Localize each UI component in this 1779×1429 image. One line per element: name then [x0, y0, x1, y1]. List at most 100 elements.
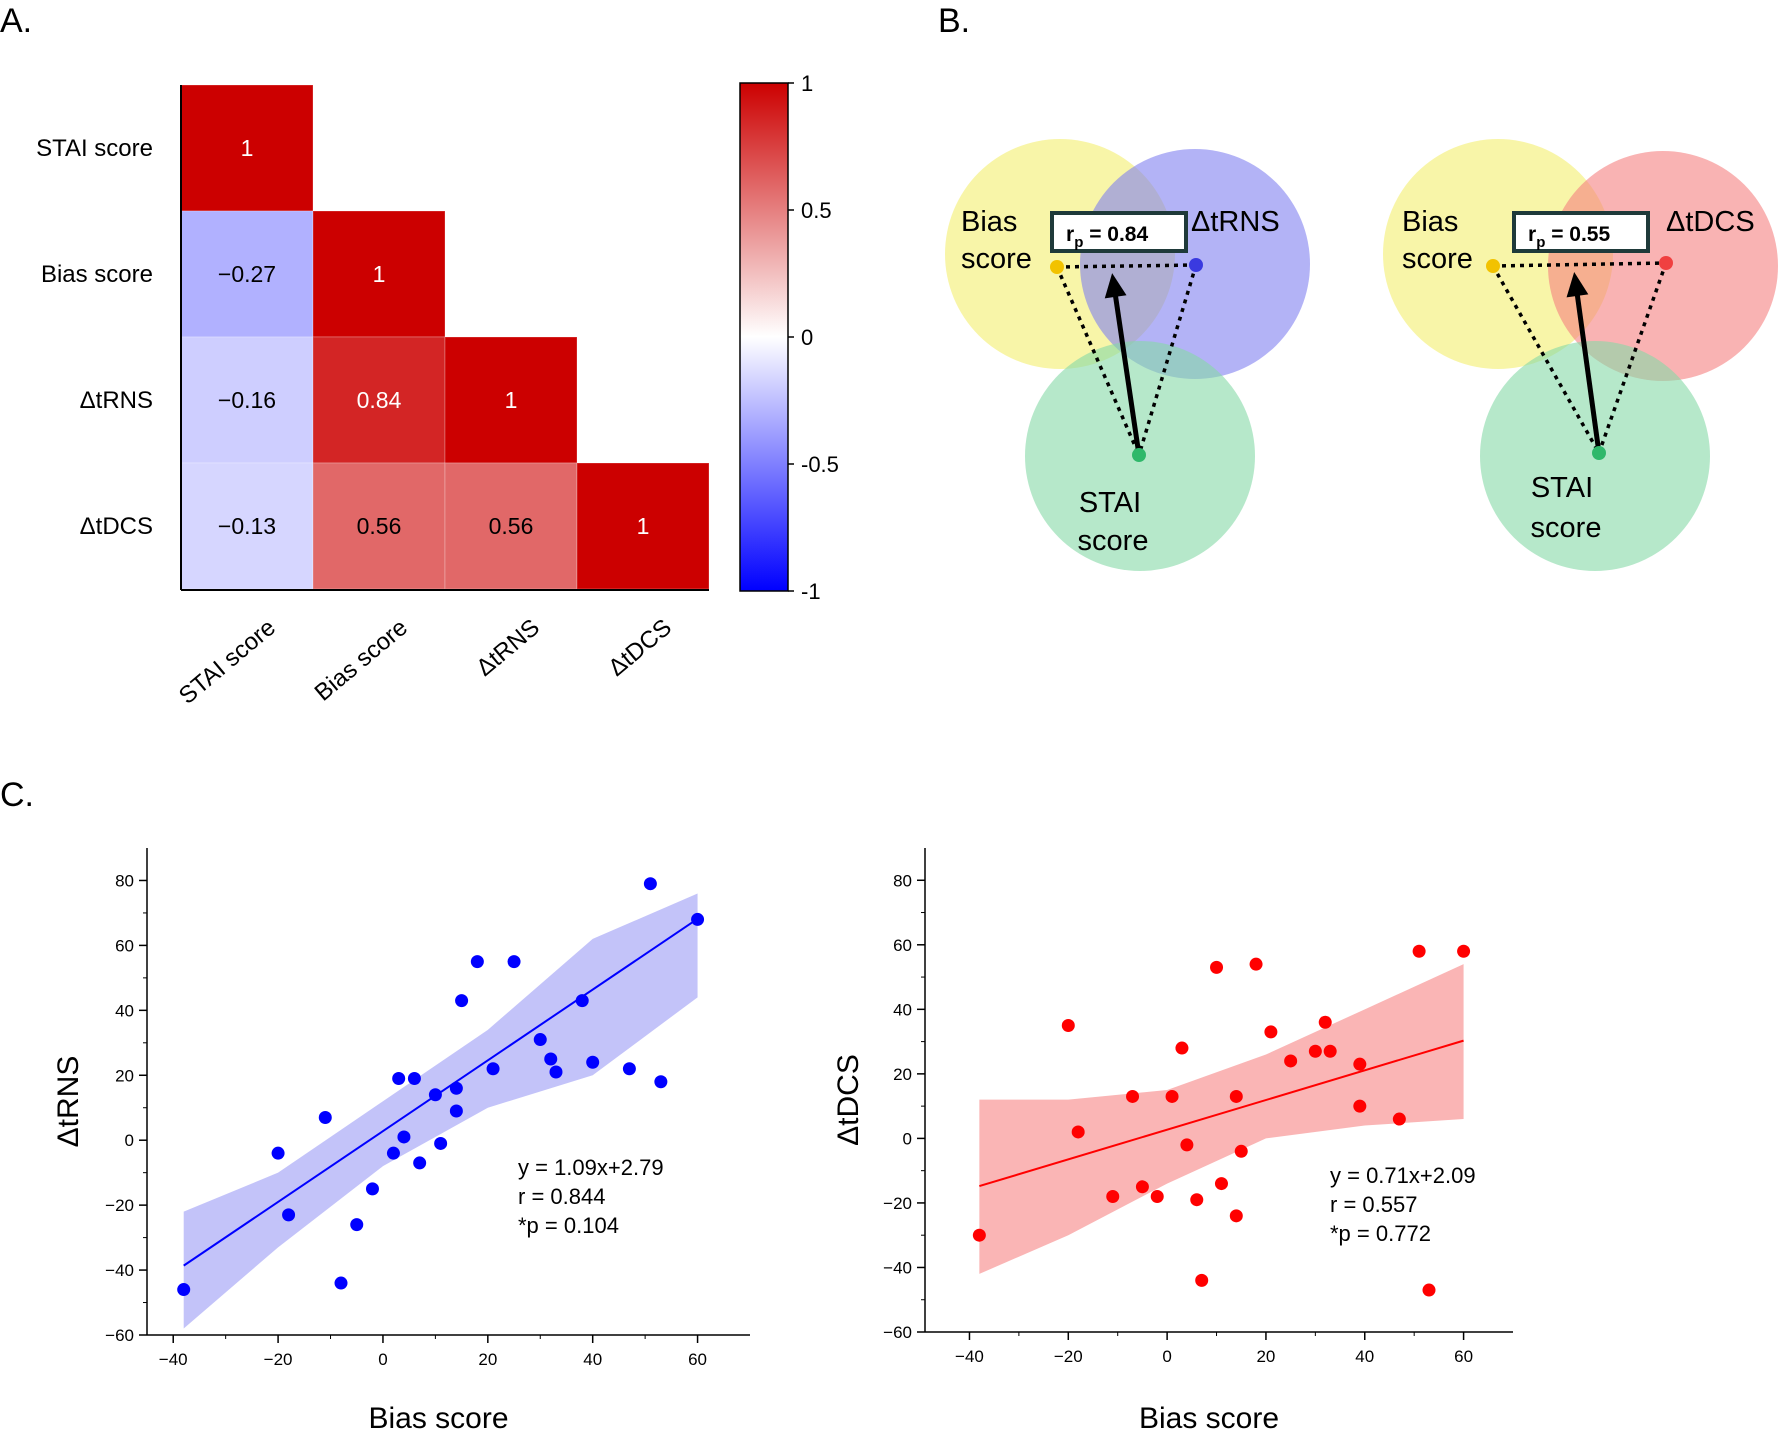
y-tick-label: 80 — [115, 871, 134, 890]
data-point — [1214, 1177, 1228, 1191]
x-tick-label: −40 — [159, 1350, 188, 1369]
data-point — [622, 1062, 636, 1076]
data-point — [271, 1146, 285, 1160]
venn-circle-bias — [1383, 139, 1613, 369]
heatmap-cells: 1 −0.27 1 −0.16 0.84 1 −0.13 0.56 0.56 1 — [180, 84, 710, 590]
data-point — [1210, 960, 1224, 974]
venn-label-stai: STAI — [1531, 472, 1593, 504]
x-tick-label: 60 — [688, 1350, 707, 1369]
heatmap-col-labels: STAI score Bias score ΔtRNS ΔtDCS — [174, 614, 677, 710]
data-point — [449, 1081, 463, 1095]
y-tick-label: −60 — [883, 1323, 912, 1342]
heatmap-row-label: Bias score — [41, 261, 153, 288]
data-point — [397, 1130, 411, 1144]
data-point — [1234, 1144, 1248, 1158]
r-subscript: p — [1074, 234, 1083, 251]
data-point — [428, 1088, 442, 1102]
panel-label-b: B. — [938, 2, 970, 40]
x-tick-label: −20 — [264, 1350, 293, 1369]
data-point — [1457, 944, 1471, 958]
data-point — [1284, 1054, 1298, 1068]
heatmap-cell — [312, 336, 446, 464]
r-symbol: r — [1066, 223, 1074, 246]
x-axis-label: Bias score — [368, 1402, 508, 1429]
y-tick-label: 20 — [115, 1066, 134, 1085]
stats-annotation: r = 0.557 — [1330, 1192, 1417, 1217]
data-point — [1150, 1189, 1164, 1203]
venn-diagram-tdcs: rp = 0.55 Bias score ΔtDCS STAI score — [1383, 139, 1778, 571]
heatmap-cell-label: 1 — [241, 135, 254, 161]
scatter-plot-tdcs: −60 −40 −20 0 20 40 60 80 −40 −20 0 20 40 60 Bias scor… — [832, 848, 1513, 1429]
heatmap-cell — [444, 336, 578, 464]
r-value: = 0.84 — [1083, 223, 1148, 246]
confidence-band — [979, 964, 1464, 1274]
data-point — [1126, 1089, 1140, 1103]
data-point — [1135, 1180, 1149, 1194]
panel-label-a: A. — [0, 2, 32, 40]
colorbar-gradient — [739, 82, 789, 592]
stats-annotation: y = 1.09x+2.79 — [518, 1155, 664, 1180]
x-tick-label: 0 — [378, 1350, 387, 1369]
data-point — [1175, 1041, 1189, 1055]
venn-node-stai — [1592, 446, 1606, 460]
venn-dotted-line — [1137, 264, 1198, 456]
x-tick-label: −20 — [1054, 1347, 1083, 1366]
data-point — [1195, 1273, 1209, 1287]
data-point — [407, 1072, 421, 1086]
x-tick-label: 40 — [1355, 1347, 1374, 1366]
heatmap-cell-label: 0.56 — [489, 513, 534, 539]
data-point — [1318, 1015, 1332, 1029]
venn-arrow-shaft — [1572, 277, 1602, 454]
heatmap-col-label: ΔtDCS — [603, 614, 677, 682]
venn-arrow-head — [1104, 273, 1127, 299]
data-point — [350, 1218, 364, 1232]
heatmap-cell — [180, 336, 314, 464]
data-point — [544, 1052, 558, 1066]
venn-label-bias: score — [961, 243, 1032, 275]
y-tick-label: 0 — [125, 1131, 134, 1150]
data-point — [365, 1182, 379, 1196]
heatmap-cell-label: −0.16 — [218, 387, 276, 413]
heatmap-cell-label: 0.56 — [357, 513, 402, 539]
venn-node-stim — [1189, 258, 1203, 272]
x-tick-label: −40 — [955, 1347, 984, 1366]
venn-label-stai: STAI — [1079, 487, 1141, 519]
venn-node-stim — [1659, 256, 1673, 270]
heatmap-cell — [312, 462, 446, 590]
x-tick-label: 0 — [1162, 1347, 1171, 1366]
regression-line — [979, 1039, 1464, 1188]
colorbar-tick-label: -0.5 — [801, 452, 839, 477]
stats-annotation: y = 0.71x+2.09 — [1330, 1163, 1476, 1188]
y-tick-label: −20 — [883, 1194, 912, 1213]
y-tick-label: −60 — [105, 1326, 134, 1345]
data-point — [1061, 1018, 1075, 1032]
data-point — [1249, 957, 1263, 971]
data-point — [507, 955, 521, 969]
r-subscript: p — [1536, 234, 1545, 251]
data-point — [1264, 1025, 1278, 1039]
data-point — [575, 994, 589, 1008]
colorbar-tick-label: 1 — [801, 71, 813, 96]
y-tick-label: −20 — [105, 1196, 134, 1215]
heatmap-cell-label: 0.84 — [357, 387, 402, 413]
y-tick-label: −40 — [105, 1261, 134, 1280]
heatmap-row-label: STAI score — [36, 135, 153, 162]
data-point — [691, 912, 705, 926]
y-tick-label: −40 — [883, 1258, 912, 1277]
r-symbol: r — [1528, 223, 1536, 246]
heatmap-col-label: Bias score — [310, 614, 413, 707]
venn-correlation-box — [1050, 211, 1188, 253]
data-point — [549, 1065, 563, 1079]
correlation-heatmap: 1 −0.27 1 −0.16 0.84 1 −0.13 0.56 0.56 1 STAI sco… — [36, 71, 839, 710]
x-tick-label: 20 — [1256, 1347, 1275, 1366]
heatmap-row-labels: STAI score Bias score ΔtRNS ΔtDCS — [36, 135, 153, 540]
heatmap-cell-label: 1 — [637, 513, 650, 539]
data-point — [1353, 1057, 1367, 1071]
venn-arrow-shaft — [1110, 278, 1142, 456]
data-point — [643, 877, 657, 891]
venn-label-bias: Bias — [1402, 206, 1458, 238]
x-tick-label: 40 — [583, 1350, 602, 1369]
y-tick-label: 80 — [893, 871, 912, 890]
data-point — [282, 1208, 296, 1222]
